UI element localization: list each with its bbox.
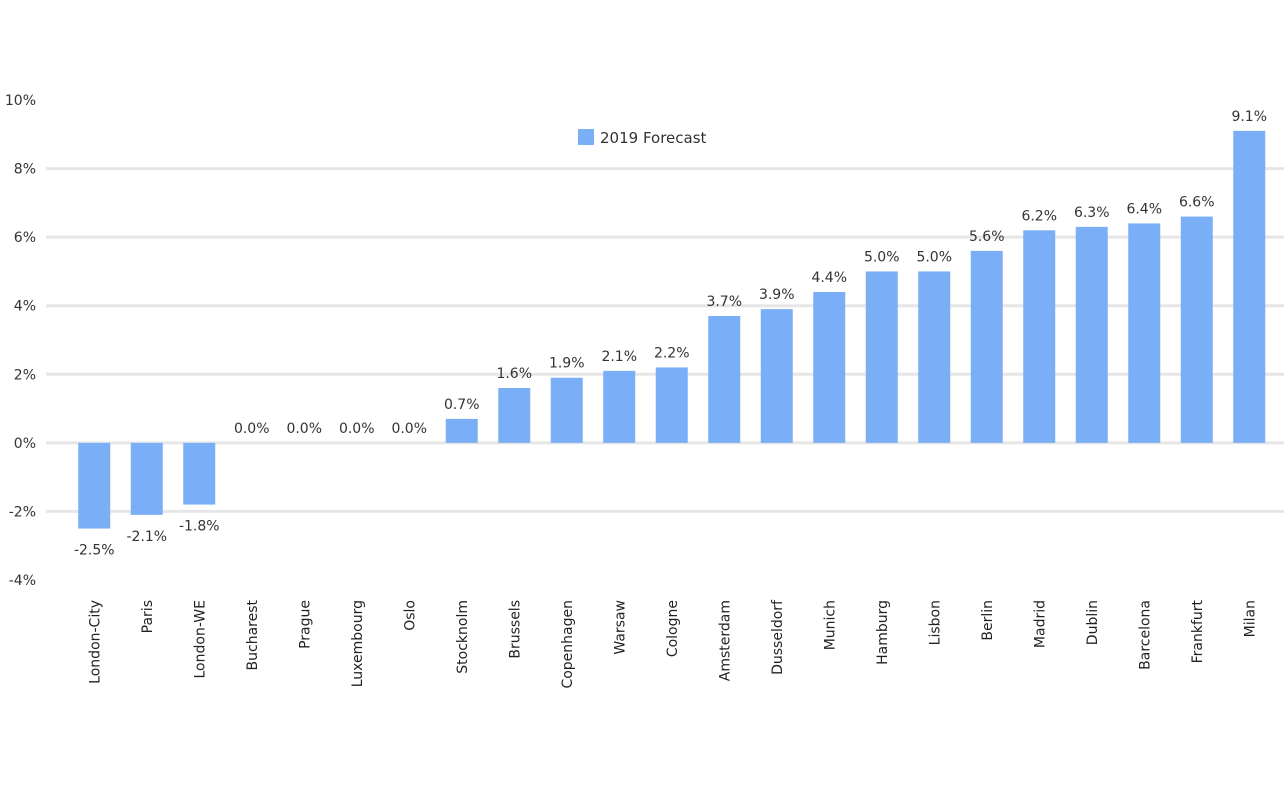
bar (813, 292, 846, 443)
category-label: Munich (822, 600, 838, 650)
data-label: 0.0% (286, 421, 322, 437)
y-tick-label: -4% (9, 573, 36, 589)
data-label: 0.0% (391, 421, 427, 437)
y-tick-label: 10% (5, 93, 36, 109)
category-label: Brussels (507, 600, 523, 659)
category-label: Cologne (665, 600, 681, 657)
category-label: Bucharest (245, 600, 261, 671)
bar (498, 388, 531, 443)
bar (183, 442, 216, 505)
y-axis-tick-labels: 10% 8% 6% 4% 2% 0% -2% -4% (5, 93, 36, 589)
category-label: Prague (297, 600, 313, 649)
data-label: 0.0% (234, 421, 270, 437)
category-label: Amsterdam (717, 600, 733, 681)
data-label: 6.6% (1179, 195, 1215, 211)
y-tick-label: 6% (14, 230, 36, 246)
category-label: Lisbon (927, 600, 943, 645)
data-label: 0.0% (339, 421, 375, 437)
data-label: 4.4% (811, 270, 847, 286)
bar (550, 377, 583, 443)
category-label: Oslo (402, 600, 418, 631)
data-label: 3.9% (759, 287, 795, 303)
data-label: 6.4% (1126, 201, 1162, 217)
bar (655, 367, 688, 443)
data-label: 5.0% (864, 249, 900, 265)
legend: 2019 Forecast (578, 129, 707, 147)
y-tick-label: 4% (14, 299, 36, 315)
data-label: 3.7% (706, 294, 742, 310)
data-label: -2.1% (126, 529, 167, 545)
y-tick-label: -2% (9, 504, 36, 520)
bars (78, 130, 1266, 529)
data-label: 0.7% (444, 397, 480, 413)
bar (130, 442, 163, 515)
category-label: Copenhagen (560, 600, 576, 689)
category-labels: London-City Paris London-WE Bucharest Prague… (87, 599, 1258, 689)
data-label: 2.2% (654, 345, 690, 361)
category-label: London-WE (192, 600, 208, 679)
gridlines (46, 167, 1284, 513)
category-label: London-City (87, 600, 103, 684)
category-label: Stocknolm (455, 600, 471, 674)
bar (445, 418, 478, 443)
data-label: 5.0% (916, 249, 952, 265)
data-label: -1.8% (179, 519, 220, 535)
data-label: -2.5% (74, 543, 115, 559)
bar (918, 271, 951, 443)
data-label: 9.1% (1231, 109, 1267, 125)
legend-label: 2019 Forecast (600, 129, 707, 147)
category-label: Hamburg (875, 600, 891, 665)
data-label: 2.1% (601, 349, 637, 365)
bar (1180, 216, 1213, 443)
category-label: Madrid (1032, 600, 1048, 648)
category-label: Dusseldorf (770, 599, 786, 675)
y-tick-label: 8% (14, 162, 36, 178)
bar (1128, 223, 1161, 443)
category-label: Frankfurt (1190, 599, 1206, 663)
bar (865, 271, 898, 443)
category-label: Dublin (1085, 600, 1101, 645)
data-label: 6.2% (1021, 208, 1057, 224)
bar (1233, 130, 1266, 443)
category-label: Luxembourg (350, 600, 366, 687)
bar (1023, 230, 1056, 443)
data-label: 1.6% (496, 366, 532, 382)
data-label: 1.9% (549, 356, 585, 372)
category-label: Warsaw (612, 600, 628, 655)
y-tick-label: 2% (14, 367, 36, 383)
bar (603, 370, 636, 443)
category-label: Berlin (980, 600, 996, 641)
bar (708, 316, 741, 443)
data-labels: -2.5% -2.1% -1.8% 0.0% 0.0% 0.0% 0.0% 0.7% 1.6% 1… (74, 109, 1267, 559)
y-tick-label: 0% (14, 436, 36, 452)
category-label: Barcelona (1137, 600, 1153, 670)
bar (970, 250, 1003, 443)
bar (78, 442, 111, 529)
data-label: 5.6% (969, 229, 1005, 245)
data-label: 6.3% (1074, 205, 1110, 221)
legend-swatch (578, 129, 594, 145)
category-label: Paris (140, 600, 156, 633)
bar (1075, 226, 1108, 443)
category-label: Milan (1242, 600, 1258, 637)
bar (760, 309, 793, 443)
